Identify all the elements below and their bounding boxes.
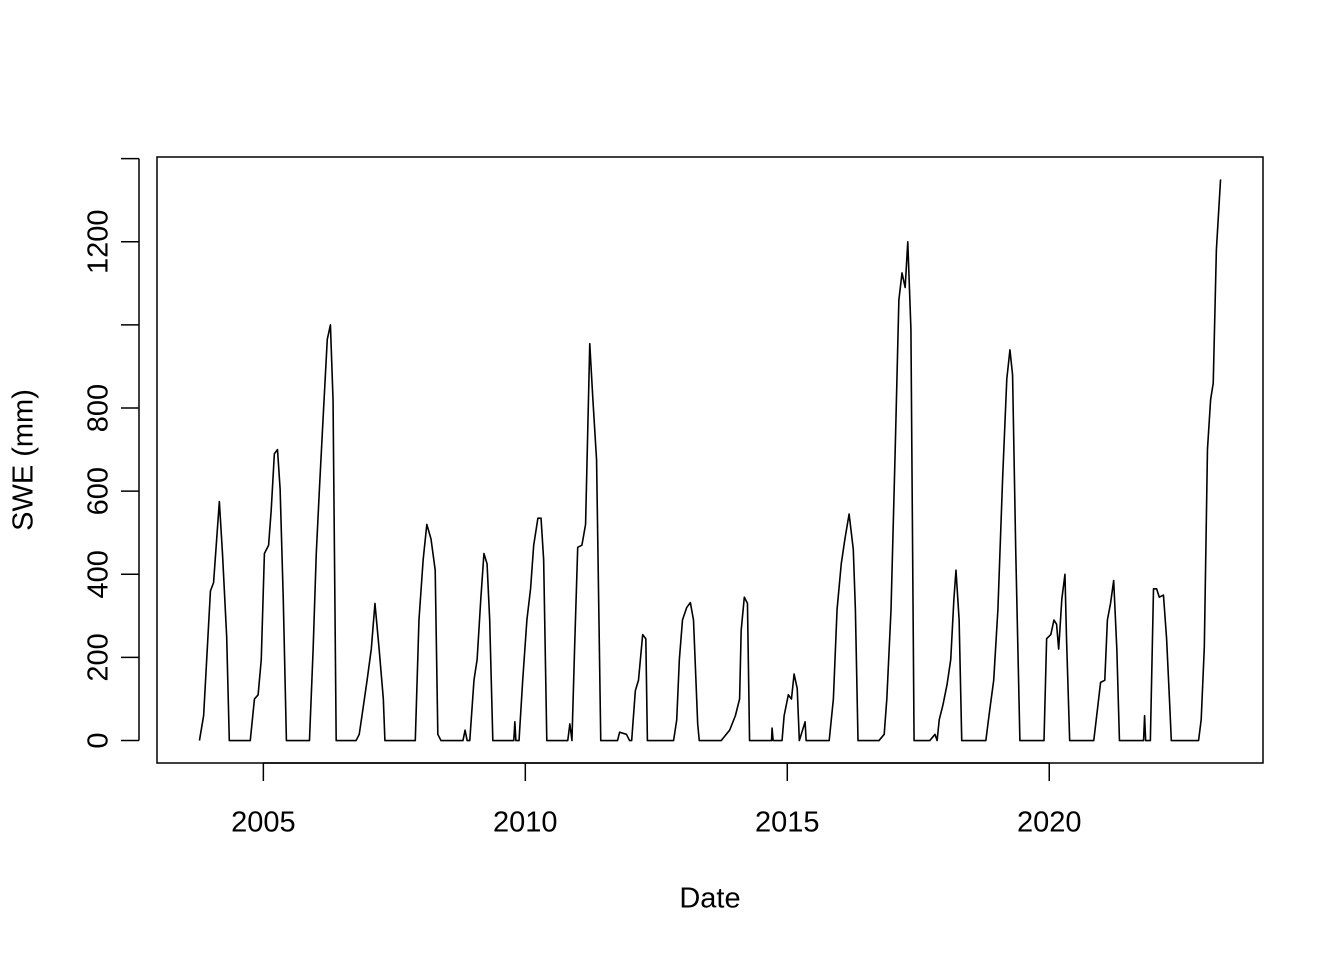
y-tick-label: 600 (83, 467, 115, 515)
y-tick-label: 1200 (83, 210, 115, 275)
x-axis-title: Date (679, 883, 740, 915)
swe-line (198, 179, 1222, 742)
x-tick-label: 2010 (493, 807, 558, 839)
y-tick-label: 800 (83, 384, 115, 432)
y-axis-title: SWE (mm) (8, 389, 40, 531)
x-tick-label: 2015 (755, 807, 820, 839)
x-tick-label: 2005 (231, 807, 296, 839)
plot-frame (156, 156, 1264, 764)
y-tick-label: 400 (83, 550, 115, 598)
y-tick-label: 0 (83, 732, 115, 748)
y-tick-label: 200 (83, 633, 115, 681)
x-tick-label: 2020 (1017, 807, 1082, 839)
